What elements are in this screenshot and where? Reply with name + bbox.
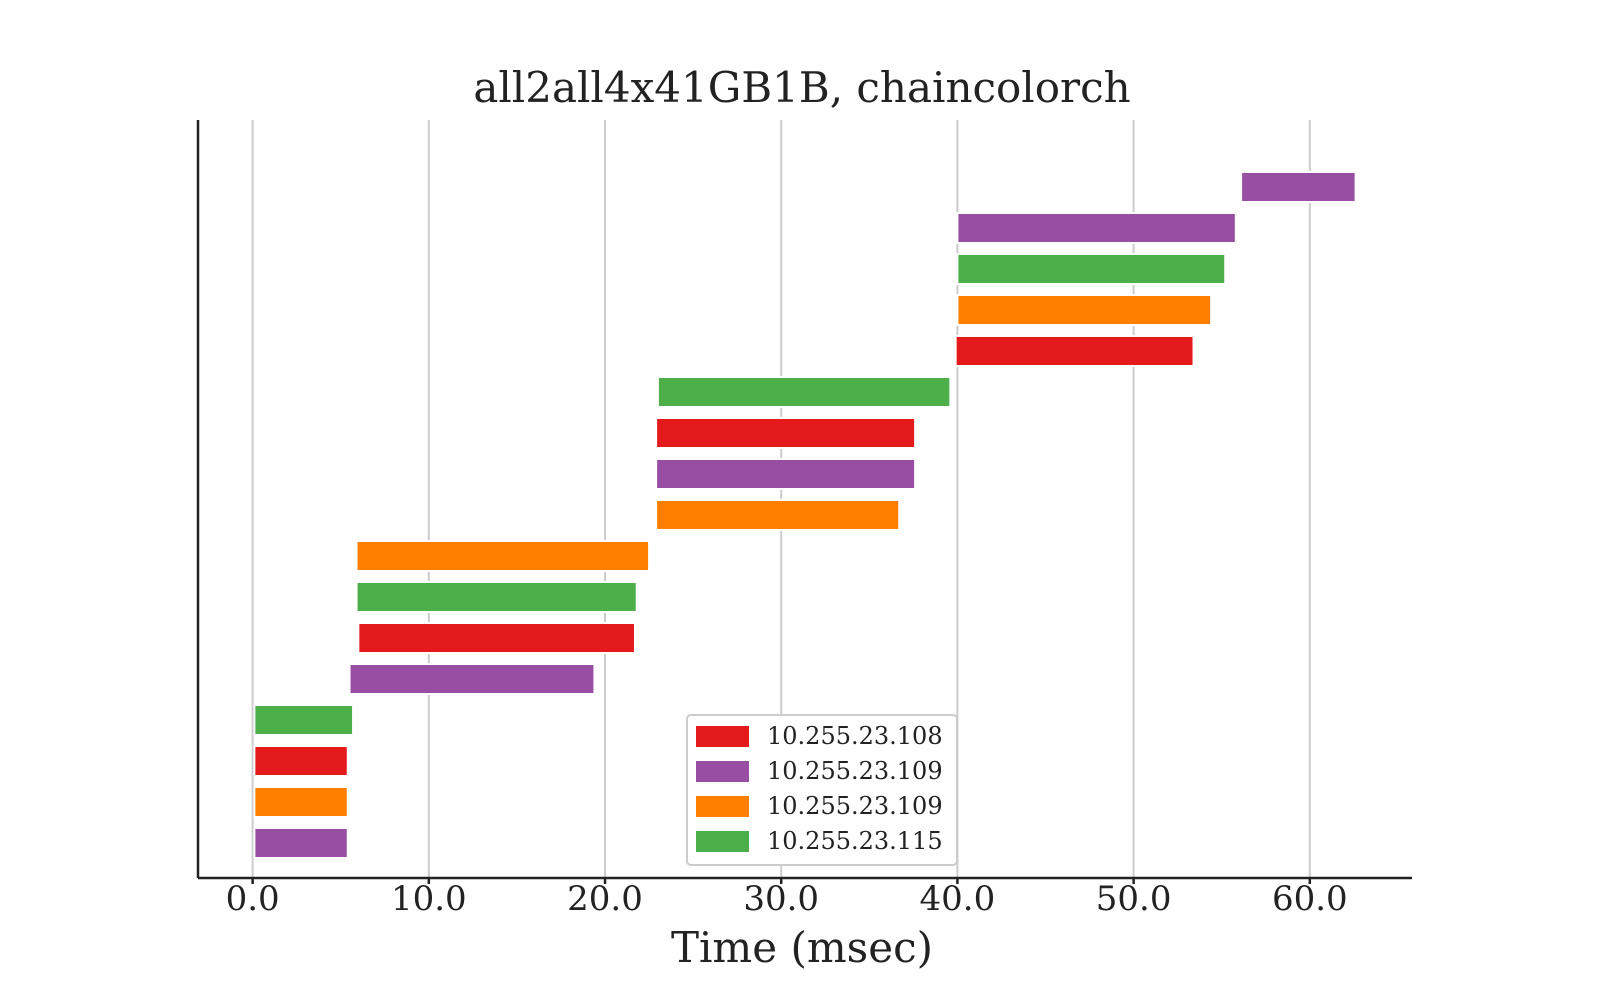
- x-tick-label: 40.0: [920, 879, 996, 919]
- x-tick-label: 30.0: [743, 879, 819, 919]
- legend: 10.255.23.108 10.255.23.109 10.255.23.109 1…: [686, 714, 958, 866]
- chart-title: all2all4x41GB1B, chaincolorch: [473, 63, 1130, 112]
- x-axis-label: Time (msec): [671, 923, 933, 972]
- bar: [656, 376, 952, 408]
- axes: [196, 120, 1412, 880]
- legend-label: 10.255.23.109: [767, 792, 943, 820]
- grid-lines: [251, 120, 1311, 878]
- legend-label: 10.255.23.115: [767, 827, 943, 855]
- x-tick-label: 60.0: [1272, 879, 1348, 919]
- legend-box: [686, 714, 958, 866]
- bar: [253, 786, 349, 818]
- x-tick-label: 20.0: [567, 879, 643, 919]
- bar: [954, 335, 1195, 367]
- bar: [655, 499, 901, 531]
- legend-swatch: [696, 831, 749, 852]
- bar: [355, 540, 651, 572]
- x-tick-labels: 0.0 10.0 20.0 30.0 40.0 50.0 60.0: [226, 878, 1348, 919]
- legend-swatch: [696, 726, 749, 747]
- legend-label: 10.255.23.109: [767, 757, 943, 785]
- legend-swatch: [696, 761, 749, 782]
- bar: [1240, 171, 1357, 203]
- x-tick-label: 0.0: [226, 879, 280, 919]
- bars: [253, 171, 1357, 859]
- x-tick-label: 10.0: [391, 879, 467, 919]
- bar: [253, 827, 349, 859]
- bar: [956, 294, 1213, 326]
- bar: [956, 253, 1227, 285]
- x-tick-label: 50.0: [1096, 879, 1172, 919]
- bar: [348, 663, 596, 695]
- bar: [655, 417, 917, 449]
- bar: [956, 212, 1237, 244]
- bar: [655, 458, 917, 490]
- legend-swatch: [696, 796, 749, 817]
- legend-label: 10.255.23.108: [767, 722, 943, 750]
- bar: [357, 622, 636, 654]
- bar: [355, 581, 638, 613]
- bar: [253, 745, 349, 777]
- bar: [253, 704, 355, 736]
